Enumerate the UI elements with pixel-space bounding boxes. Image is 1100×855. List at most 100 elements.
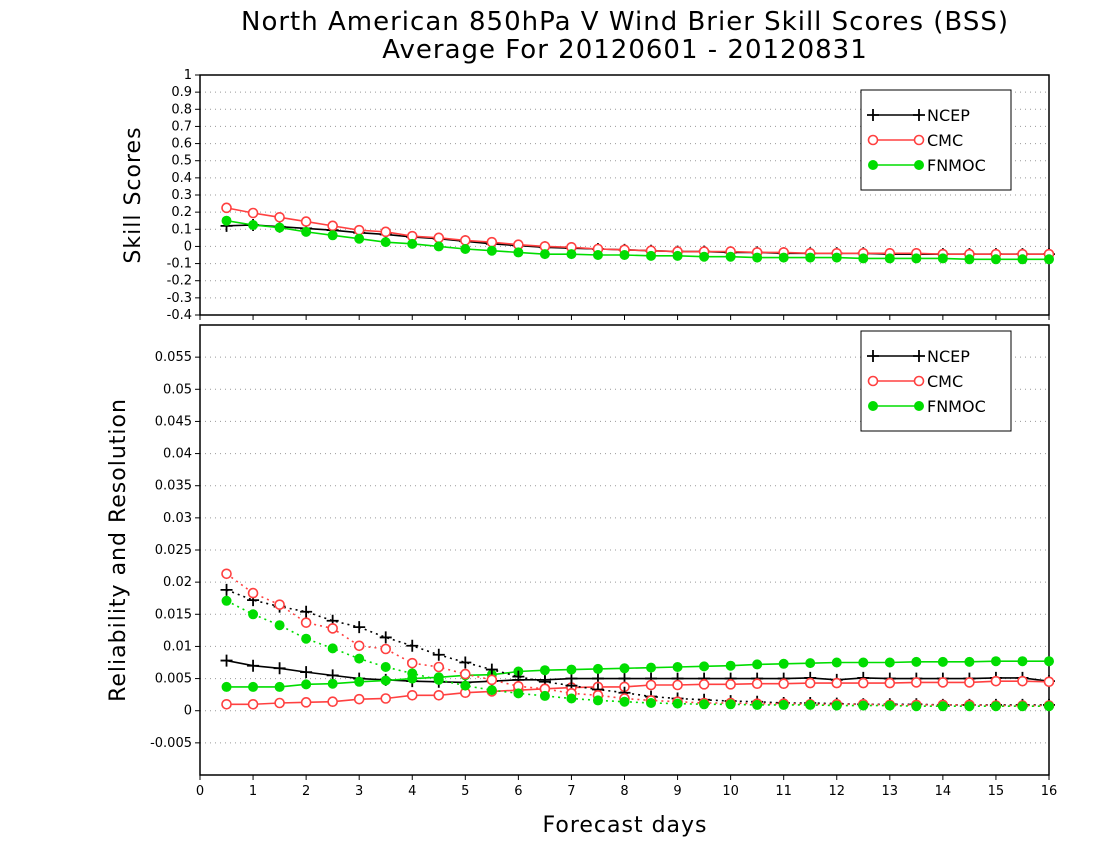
legend-marker: [914, 160, 924, 170]
legend-marker: [868, 401, 878, 411]
y-tick-label: -0.005: [150, 736, 192, 751]
data-point: [725, 679, 736, 690]
data-point: [353, 693, 365, 705]
legend-marker: [913, 375, 925, 387]
data-point: [592, 695, 603, 706]
data-point: [592, 663, 603, 674]
data-point: [327, 220, 338, 232]
data-point: [1044, 254, 1054, 265]
data-point: [646, 250, 657, 261]
y-tick-label: 0.4: [171, 171, 192, 186]
data-point: [433, 232, 445, 244]
data-point: [380, 237, 391, 248]
legend-label: NCEP: [927, 106, 970, 125]
data-point: [274, 599, 285, 610]
data-point: [221, 568, 232, 580]
legend: NCEP CMC FNMOC: [860, 89, 1012, 191]
data-point: [221, 215, 232, 226]
data-point: [300, 216, 312, 227]
data-point: [858, 253, 869, 264]
data-point: [274, 211, 285, 223]
data-point: [884, 253, 895, 264]
data-point: [619, 663, 630, 674]
data-point: [937, 656, 948, 667]
x-tick-label: 7: [567, 784, 575, 799]
y-tick-label: 0.015: [155, 607, 192, 622]
data-point: [301, 679, 312, 690]
data-point: [274, 681, 285, 692]
legend-marker: [913, 109, 925, 121]
y-tick-label: 0.2: [171, 205, 192, 220]
data-point: [539, 690, 550, 701]
legend-marker: [867, 109, 879, 121]
data-point: [646, 698, 657, 708]
data-point: [990, 701, 1001, 712]
y-tick-label: 0: [184, 239, 192, 254]
data-point: [300, 605, 313, 618]
figure-title-line2: Average For 20120601 - 20120831: [382, 35, 868, 65]
data-point: [646, 662, 657, 673]
legend-marker: [913, 350, 925, 362]
data-point: [752, 252, 763, 263]
y-tick-label: -0.1: [167, 257, 192, 272]
data-point: [354, 233, 365, 244]
series-line: [226, 659, 1050, 684]
series-line: [226, 207, 1049, 255]
data-point: [858, 657, 869, 668]
data-point: [1044, 656, 1054, 667]
data-point: [751, 678, 763, 690]
data-point: [220, 583, 233, 596]
x-tick-label: 10: [722, 784, 739, 799]
y-tick-label: 0.02: [163, 575, 192, 590]
y-tick-label: 0.8: [171, 102, 192, 117]
data-point: [937, 677, 949, 688]
legend-marker: [914, 401, 924, 411]
y-tick-label: 0.05: [163, 382, 192, 397]
y-tick-label: -0.4: [167, 308, 192, 323]
data-point: [221, 202, 232, 214]
data-point: [752, 659, 763, 670]
data-point: [460, 668, 471, 680]
y-tick-label: 0.03: [163, 511, 192, 526]
data-point: [831, 700, 842, 711]
x-tick-label: 15: [988, 784, 1005, 799]
series-fnmoc-solid: [221, 215, 1054, 265]
data-point: [513, 688, 524, 699]
data-point: [884, 677, 896, 689]
y-tick-label: 0.045: [155, 414, 192, 429]
data-point: [273, 662, 286, 675]
y-tick-label: 0.04: [163, 447, 192, 462]
data-point: [486, 674, 498, 686]
y-tick-label: 0.5: [171, 154, 192, 169]
data-point: [699, 699, 710, 710]
data-point: [911, 677, 922, 688]
data-point: [539, 249, 550, 260]
data-point: [247, 659, 260, 672]
data-point: [539, 665, 550, 676]
x-tick-label: 9: [673, 784, 681, 799]
data-point: [964, 701, 975, 712]
data-point: [380, 662, 391, 672]
x-tick-label: 5: [461, 784, 469, 799]
x-tick-label: 16: [1041, 784, 1058, 799]
reliability-resolution-panel: -0.005 0 0.005 0.01 0.015 0.02 0.025 0.03 0.035 0…: [106, 324, 1058, 799]
data-point: [911, 701, 922, 712]
data-point: [380, 675, 391, 686]
data-point: [725, 699, 736, 710]
data-point: [353, 640, 365, 652]
data-point: [354, 676, 365, 687]
data-point: [327, 230, 338, 241]
data-point: [433, 661, 445, 673]
legend: NCEP CMC FNMOC: [860, 330, 1012, 432]
data-point: [274, 620, 285, 631]
data-point: [672, 250, 683, 261]
y-tick-label: -0.2: [167, 274, 192, 289]
data-point: [566, 249, 577, 260]
series-line: [226, 680, 1050, 706]
data-point: [566, 664, 577, 675]
series-fnmoc-solid: [221, 656, 1054, 692]
x-tick-label: 3: [355, 784, 363, 799]
skill-score-panel: -0.4 -0.3 -0.2 -0.1 0 0.1 0.2 0.3 0.4 0.5 0.6 0.7 0.…: [121, 68, 1055, 323]
data-point: [858, 700, 869, 711]
